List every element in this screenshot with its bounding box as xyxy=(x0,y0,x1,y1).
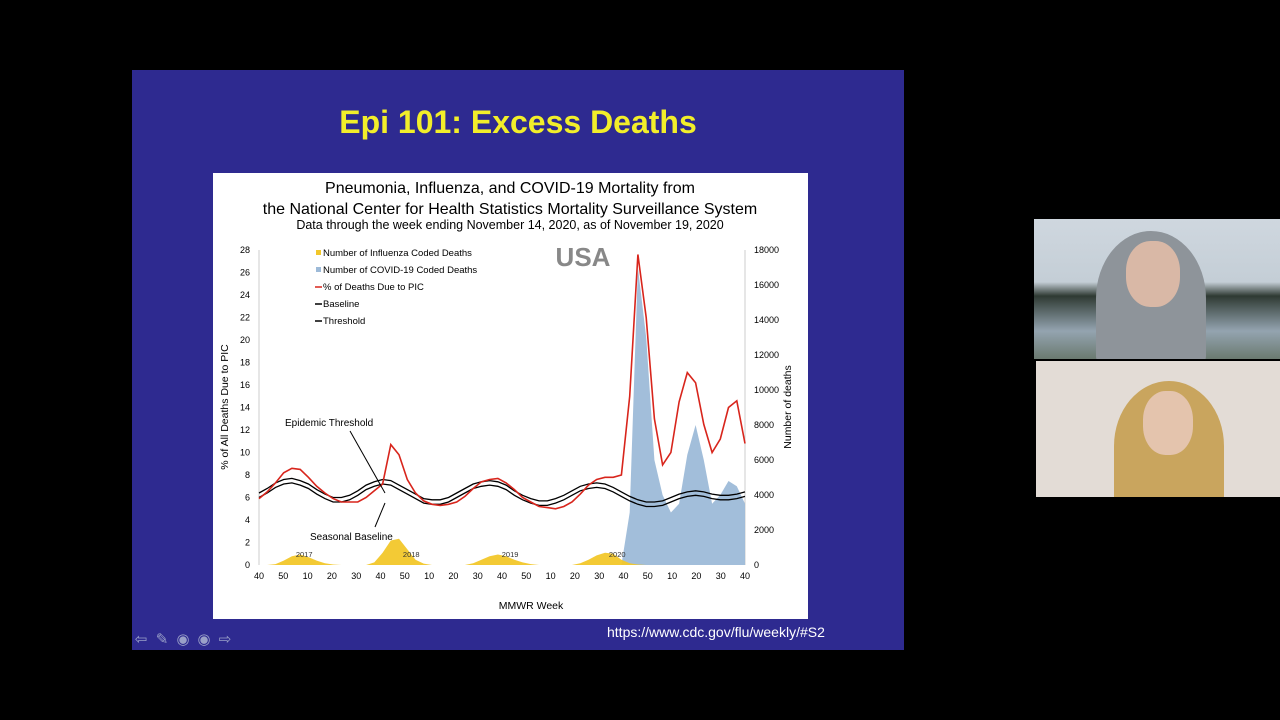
y-left-tick-label: 22 xyxy=(240,313,250,323)
y-right-tick-label: 4000 xyxy=(754,490,774,500)
slideshow-toolbar: ⇦ ✎ ◉ ◉ ⇨ xyxy=(132,628,234,652)
chart-svg: Pneumonia, Influenza, and COVID-19 Morta… xyxy=(219,180,794,612)
y-left-tick-label: 0 xyxy=(245,560,250,570)
x-tick-label: 30 xyxy=(473,571,483,581)
x-tick-label: 10 xyxy=(546,571,556,581)
x-tick-label: 10 xyxy=(424,571,434,581)
x-tick-label: 50 xyxy=(643,571,653,581)
region-label: USA xyxy=(556,242,611,272)
y-left-tick-label: 28 xyxy=(240,245,250,255)
legend-swatch xyxy=(316,250,321,255)
participant-video-2 xyxy=(1036,361,1280,497)
baseline-line xyxy=(258,482,746,508)
legend-entry: Baseline xyxy=(323,299,359,310)
y-left-tick-label: 14 xyxy=(240,403,250,413)
source-url-link[interactable]: https://www.cdc.gov/flu/weekly/#S2 xyxy=(607,624,825,640)
threshold-line xyxy=(258,477,746,503)
chart-title-line-2: the National Center for Health Statistic… xyxy=(263,201,757,218)
x-tick-label: 20 xyxy=(691,571,701,581)
y-left-tick-label: 16 xyxy=(240,380,250,390)
x-tick-label: 50 xyxy=(400,571,410,581)
y-right-tick-label: 10000 xyxy=(754,385,779,395)
x-tick-label: 40 xyxy=(375,571,385,581)
chart-subtitle: Data through the week ending November 14… xyxy=(296,218,723,232)
x-tick-label: 50 xyxy=(521,571,531,581)
x-tick-label: 40 xyxy=(618,571,628,581)
annotation-seasonal-baseline: Seasonal Baseline xyxy=(310,532,393,543)
annotation-baseline-pointer xyxy=(374,502,386,528)
next-slide-icon[interactable]: ⇨ xyxy=(218,631,232,648)
chart-title-line-1: Pneumonia, Influenza, and COVID-19 Morta… xyxy=(325,180,695,197)
y-left-tick-label: 6 xyxy=(245,493,250,503)
slide-title: Epi 101: Excess Deaths xyxy=(339,104,697,140)
y-right-tick-label: 16000 xyxy=(754,280,779,290)
pen-icon[interactable]: ✎ xyxy=(155,631,169,648)
y-axis-right-label: Number of deaths xyxy=(782,365,794,448)
y-left-tick-label: 8 xyxy=(245,470,250,480)
x-tick-label: 30 xyxy=(594,571,604,581)
x-tick-label: 20 xyxy=(327,571,337,581)
year-label: 2018 xyxy=(403,550,420,559)
y-right-tick-label: 2000 xyxy=(754,525,774,535)
slide-menu-icon[interactable]: ◉ xyxy=(197,631,211,648)
pointer-options-icon[interactable]: ◉ xyxy=(176,631,190,648)
y-left-tick-label: 12 xyxy=(240,425,250,435)
legend-entry: % of Deaths Due to PIC xyxy=(323,282,424,293)
influenza-deaths-area xyxy=(259,538,745,565)
presentation-slide: Epi 101: Excess Deaths Pneumonia, Influe… xyxy=(132,70,904,650)
x-axis-label: MMWR Week xyxy=(499,600,564,612)
mortality-chart: Pneumonia, Influenza, and COVID-19 Morta… xyxy=(213,173,808,619)
x-tick-label: 20 xyxy=(448,571,458,581)
y-left-tick-label: 20 xyxy=(240,335,250,345)
x-tick-label: 10 xyxy=(303,571,313,581)
pic-percent-line xyxy=(258,254,746,510)
legend-entry: Number of COVID-19 Coded Deaths xyxy=(323,265,477,276)
y-axis-left-label: % of All Deaths Due to PIC xyxy=(219,344,231,470)
participant-video-1 xyxy=(1034,219,1280,359)
legend-swatch xyxy=(316,267,321,272)
y-right-tick-label: 12000 xyxy=(754,350,779,360)
x-tick-label: 40 xyxy=(497,571,507,581)
previous-slide-icon[interactable]: ⇦ xyxy=(134,631,148,648)
covid-deaths-area xyxy=(259,267,745,565)
y-left-tick-label: 18 xyxy=(240,358,250,368)
participant-2-face xyxy=(1143,391,1193,455)
participant-1-face xyxy=(1126,241,1180,307)
x-tick-label: 30 xyxy=(716,571,726,581)
legend-entry: Number of Influenza Coded Deaths xyxy=(323,248,472,259)
y-left-tick-label: 26 xyxy=(240,268,250,278)
y-left-tick-label: 10 xyxy=(240,448,250,458)
y-right-tick-label: 8000 xyxy=(754,420,774,430)
annotation-epidemic-threshold: Epidemic Threshold xyxy=(285,418,373,429)
y-right-tick-label: 6000 xyxy=(754,455,774,465)
year-label: 2020 xyxy=(609,550,626,559)
x-tick-label: 30 xyxy=(351,571,361,581)
year-label: 2019 xyxy=(502,550,519,559)
y-right-tick-label: 0 xyxy=(754,560,759,570)
x-tick-label: 10 xyxy=(667,571,677,581)
y-left-tick-label: 24 xyxy=(240,290,250,300)
y-left-tick-label: 4 xyxy=(245,515,250,525)
y-right-tick-label: 18000 xyxy=(754,245,779,255)
x-tick-label: 40 xyxy=(254,571,264,581)
x-tick-label: 20 xyxy=(570,571,580,581)
y-left-tick-label: 2 xyxy=(245,538,250,548)
year-label: 2017 xyxy=(296,550,313,559)
annotation-threshold-pointer xyxy=(349,430,386,494)
legend-entry: Threshold xyxy=(323,316,365,327)
x-tick-label: 50 xyxy=(278,571,288,581)
x-tick-label: 40 xyxy=(740,571,750,581)
y-right-tick-label: 14000 xyxy=(754,315,779,325)
